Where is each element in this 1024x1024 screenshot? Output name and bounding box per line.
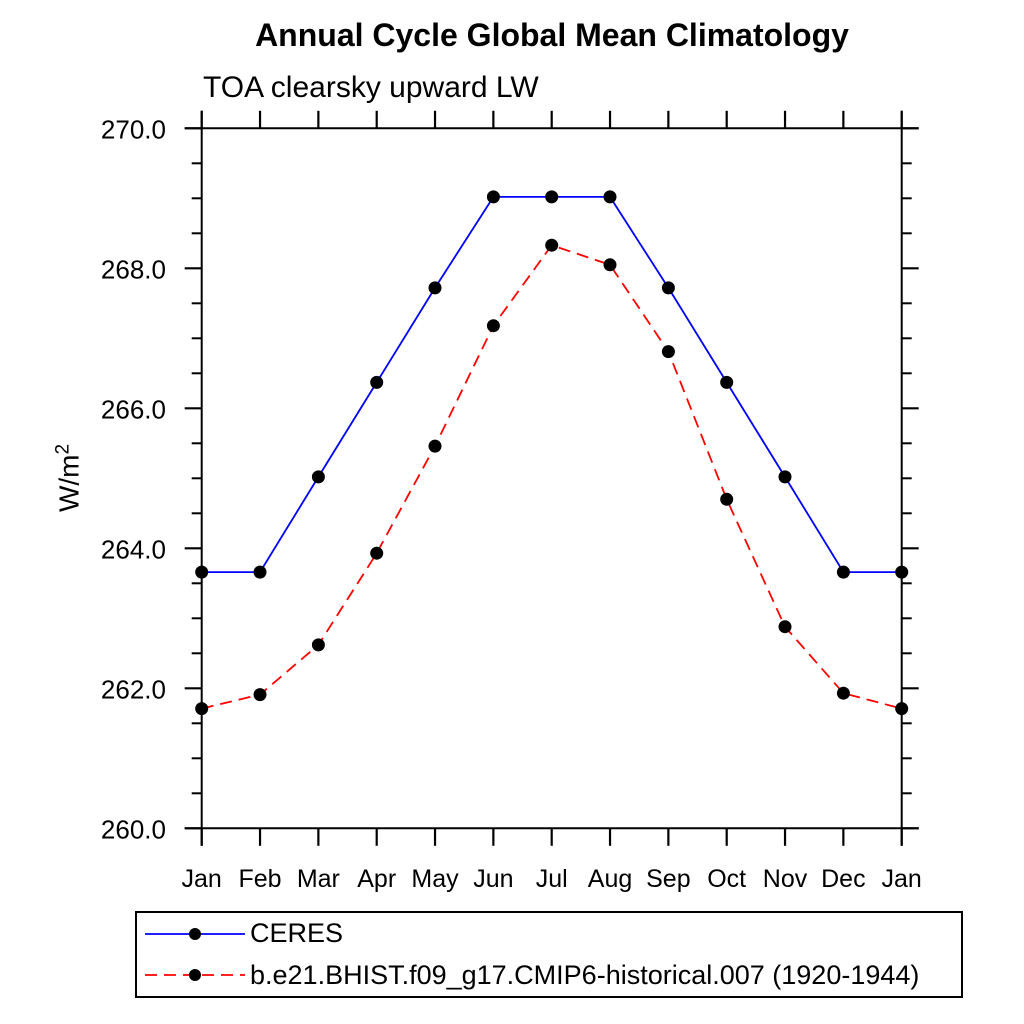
legend-label: CERES [250, 918, 344, 949]
data-point [195, 565, 209, 579]
data-point [486, 190, 500, 204]
x-tick-label: Dec [821, 865, 865, 893]
x-tick-label: Jan [182, 865, 222, 893]
legend-item-ceres: CERES [137, 913, 961, 954]
data-point [545, 238, 559, 252]
data-point [895, 702, 909, 716]
data-point [486, 319, 500, 333]
x-tick-label: Jan [882, 865, 922, 893]
data-point [311, 638, 325, 652]
data-point [895, 565, 909, 579]
data-point [253, 565, 267, 579]
y-tick-label: 262.0 [101, 674, 166, 704]
chart-title: Annual Cycle Global Mean Climatology [255, 17, 849, 53]
data-point [428, 281, 442, 295]
legend: CERES b.e21.BHIST.f09_g17.CMIP6-historic… [135, 911, 963, 998]
chart-subtitle: TOA clearsky upward LW [203, 71, 539, 104]
x-tick-label: Feb [238, 865, 281, 893]
x-tick-label: Nov [763, 865, 808, 893]
x-tick-label: Mar [297, 865, 340, 893]
data-point [603, 190, 617, 204]
series-line-1 [201, 244, 902, 710]
x-tick-label: Apr [357, 865, 396, 893]
legend-label: b.e21.BHIST.f09_g17.CMIP6-historical.007… [250, 959, 920, 990]
data-point [661, 281, 675, 295]
data-point [370, 546, 384, 560]
data-point [428, 439, 442, 453]
series-line-0 [201, 195, 902, 573]
x-tick-label: Oct [707, 865, 746, 893]
x-tick-label: Jul [536, 865, 568, 893]
x-tick-label: May [411, 865, 459, 893]
legend-marker-icon [189, 969, 201, 982]
y-tick-label: 260.0 [101, 814, 166, 844]
data-point [311, 470, 325, 484]
data-point [661, 345, 675, 359]
data-point [836, 565, 850, 579]
data-point [545, 190, 559, 204]
data-point [370, 375, 384, 389]
legend-marker-icon [189, 927, 201, 940]
data-point [253, 688, 267, 702]
data-point [836, 686, 850, 700]
data-point [778, 620, 792, 634]
legend-line-sample-ceres [145, 927, 245, 940]
x-tick-label: Jun [473, 865, 513, 893]
y-tick-label: 268.0 [101, 254, 166, 284]
x-tick-label: Sep [646, 865, 690, 893]
data-point [778, 470, 792, 484]
data-point [720, 375, 734, 389]
legend-item-model: b.e21.BHIST.f09_g17.CMIP6-historical.007… [137, 955, 961, 996]
legend-line-sample-model [145, 969, 245, 982]
y-tick-label: 264.0 [101, 534, 166, 564]
data-point [603, 258, 617, 272]
y-tick-label: 266.0 [101, 394, 166, 424]
y-tick-label: 270.0 [101, 114, 166, 144]
data-point [720, 492, 734, 506]
x-tick-label: Aug [588, 865, 632, 893]
data-point [195, 702, 209, 716]
